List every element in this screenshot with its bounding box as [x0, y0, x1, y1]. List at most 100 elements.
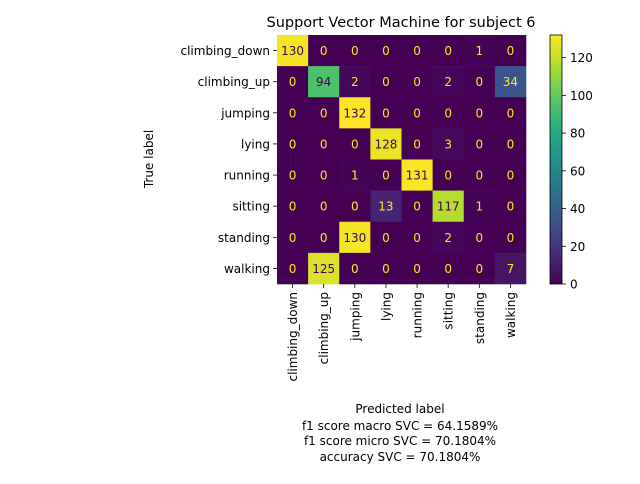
colorbar-tick-label: 120	[570, 51, 593, 65]
cell-value-label: 0	[320, 231, 328, 245]
heatmap-cell	[494, 221, 527, 254]
heatmap-cell	[432, 97, 465, 129]
cell-value-label: 0	[289, 200, 297, 214]
cell-value-label: 128	[374, 137, 397, 151]
y-tick-label: sitting	[232, 200, 270, 214]
heatmap-cell	[432, 252, 465, 285]
heatmap-cell	[432, 35, 465, 67]
heatmap-cell	[339, 66, 371, 98]
heatmap-cell	[308, 66, 340, 98]
x-tick-label: standing	[473, 292, 487, 344]
cell-value-label: 0	[382, 231, 390, 245]
heatmap-cell	[370, 159, 402, 191]
heatmap-cell	[432, 66, 465, 98]
cell-value-label: 0	[289, 169, 297, 183]
cell-value-label: 0	[413, 200, 421, 214]
x-tick-label: climbing_up	[317, 292, 331, 364]
heatmap-cell	[308, 97, 340, 129]
x-tick-label: lying	[379, 292, 393, 321]
cell-value-label: 2	[444, 231, 452, 245]
heatmap-cell	[339, 190, 371, 223]
cell-value-label: 34	[503, 75, 518, 89]
cell-value-label: 1	[475, 44, 483, 58]
heatmap-cell	[277, 252, 309, 285]
heatmap-cell	[339, 35, 371, 67]
heatmap-cell	[401, 66, 433, 98]
cell-value-label: 94	[316, 75, 331, 89]
heatmap-cell	[277, 35, 309, 67]
heatmap-cell	[339, 221, 371, 254]
cell-value-label: 3	[444, 137, 452, 151]
heatmap-cell	[339, 252, 371, 285]
heatmap-cell	[401, 128, 433, 160]
colorbar-tick-label: 80	[570, 127, 585, 141]
cell-value-label: 0	[382, 106, 390, 120]
heatmap-cell	[494, 35, 527, 67]
cell-value-label: 117	[437, 200, 460, 214]
cell-value-label: 0	[382, 262, 390, 276]
cell-value-label: 0	[351, 200, 359, 214]
heatmap-cell	[370, 221, 402, 254]
cell-value-label: 0	[382, 44, 390, 58]
x-axis-label: Predicted label	[355, 402, 444, 416]
heatmap-cell	[401, 35, 433, 67]
cell-value-label: 0	[475, 75, 483, 89]
colorbar: 0 20 40 60 80 100 120	[549, 34, 593, 292]
cell-value-label: 0	[475, 137, 483, 151]
cell-value-label: 0	[413, 75, 421, 89]
heatmap-cell	[370, 128, 402, 160]
heatmap-cell	[401, 159, 433, 191]
colorbar-tick-label: 0	[570, 278, 578, 292]
cell-value-label: 0	[507, 231, 515, 245]
cell-value-label: 0	[413, 231, 421, 245]
heatmap-cell	[494, 97, 527, 129]
accuracy-text: accuracy SVC = 70.1804%	[320, 450, 481, 464]
colorbar-tick-label: 40	[570, 202, 585, 216]
heatmap-cell	[432, 221, 465, 254]
heatmap-cell	[370, 66, 402, 98]
cell-value-label: 1	[475, 200, 483, 214]
heatmap-cell	[463, 128, 496, 160]
cell-value-label: 0	[289, 262, 297, 276]
cell-value-label: 0	[289, 75, 297, 89]
colorbar-tick-label: 60	[570, 164, 585, 178]
heatmap-cell	[463, 35, 496, 67]
y-axis-label: True label	[142, 130, 156, 189]
cell-value-label: 0	[444, 169, 452, 183]
cell-value-label: 0	[475, 169, 483, 183]
heatmap-cell	[494, 66, 527, 98]
heatmap-cell	[494, 190, 527, 223]
heatmap-cell	[370, 35, 402, 67]
heatmap-cell	[308, 190, 340, 223]
heatmap-cell	[339, 159, 371, 191]
heatmap-cell	[277, 221, 309, 254]
cell-value-label: 130	[281, 44, 304, 58]
colorbar-tick-label: 100	[570, 89, 593, 103]
cell-value-label: 0	[320, 44, 328, 58]
cell-value-label: 7	[507, 262, 515, 276]
colorbar-ticks: 0 20 40 60 80 100 120	[562, 51, 593, 292]
cell-value-label: 0	[289, 106, 297, 120]
heatmap-cell	[308, 252, 340, 285]
heatmap-cell	[308, 35, 340, 67]
y-tick-label: climbing_down	[180, 44, 270, 58]
cell-value-label: 0	[382, 75, 390, 89]
cell-value-label: 13	[378, 200, 393, 214]
heatmap-cell	[401, 221, 433, 254]
cell-value-label: 0	[320, 169, 328, 183]
cell-value-label: 0	[507, 169, 515, 183]
cell-value-label: 0	[413, 262, 421, 276]
heatmap-cell	[494, 159, 527, 191]
cell-value-label: 0	[351, 262, 359, 276]
heatmap-cell	[277, 128, 309, 160]
heatmap-cell	[308, 128, 340, 160]
x-tick-label: walking	[504, 292, 518, 338]
y-tick-label: standing	[218, 231, 270, 245]
heatmap-cell	[370, 190, 402, 223]
cell-value-label: 0	[289, 231, 297, 245]
heatmap-cell	[308, 159, 340, 191]
heatmap-cell	[432, 128, 465, 160]
f1-macro-text: f1 score macro SVC = 64.1589%	[302, 419, 498, 433]
